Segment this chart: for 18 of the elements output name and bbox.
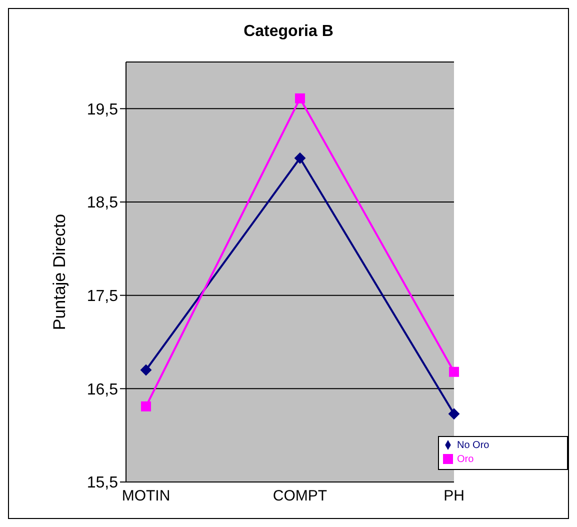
- point: [295, 93, 305, 104]
- y-tick-label: 19,5: [86, 101, 118, 118]
- point: [141, 401, 151, 412]
- legend-label: No Oro: [457, 440, 490, 451]
- x-tick-label: MOTIN: [122, 488, 170, 505]
- point: [449, 366, 459, 377]
- y-tick-label: 17,5: [86, 288, 118, 306]
- y-axis-title: Puntaje Directo: [50, 214, 70, 330]
- legend-label: Oro: [457, 454, 474, 465]
- y-tick-label: 15,5: [86, 474, 118, 492]
- point: [140, 364, 152, 376]
- x-tick-label: PH: [444, 488, 464, 505]
- y-tick-label: 18,5: [86, 194, 118, 212]
- y-tick-label: 16,5: [86, 381, 118, 398]
- point: [448, 408, 460, 420]
- chart-title: Categoria B: [242, 23, 334, 41]
- point: [294, 152, 306, 164]
- x-tick-label: COMPT: [272, 488, 328, 505]
